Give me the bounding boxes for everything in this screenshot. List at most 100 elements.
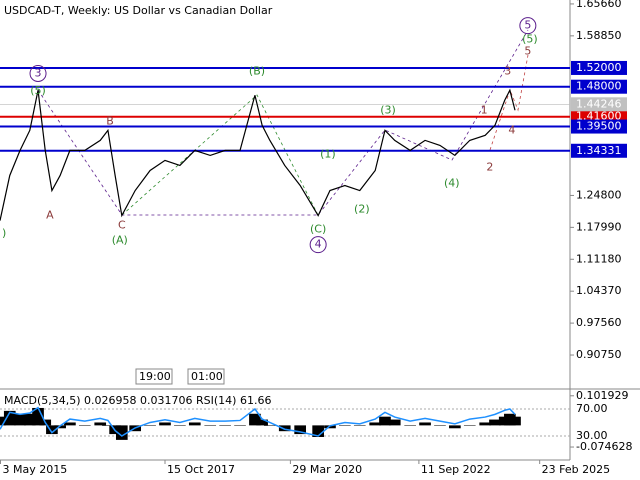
wave-label: 1 xyxy=(481,103,488,116)
macd-bar xyxy=(379,416,391,426)
wave-label: (3) xyxy=(380,103,396,116)
time-label: 01:00 xyxy=(191,370,223,383)
y-tick-label: 0.97560 xyxy=(576,316,622,329)
y-tick-label: 1.58850 xyxy=(576,29,622,42)
macd-bar xyxy=(144,425,156,426)
wave-label: ) xyxy=(2,227,6,240)
wave-label: (B) xyxy=(249,64,265,77)
wave-label: B xyxy=(106,114,114,127)
y-tick-label: -0.074628 xyxy=(576,440,632,453)
x-tick-label: 29 Mar 2020 xyxy=(292,463,362,476)
y-tick-label: 1.17990 xyxy=(576,220,622,233)
wave-circle xyxy=(29,64,47,82)
macd-bar xyxy=(174,425,186,426)
indicator-title: MACD(5,34,5) 0.026958 0.031706 RSI(14) 6… xyxy=(4,394,271,407)
wave-label: 3 xyxy=(504,64,511,77)
macd-bar xyxy=(64,422,76,426)
y2-tick-label: 70.00 xyxy=(576,402,608,415)
time-box xyxy=(187,368,225,385)
wave-line xyxy=(37,29,529,216)
macd-bar xyxy=(78,425,91,426)
macd-bar xyxy=(46,425,58,435)
wave-label: (5) xyxy=(30,84,46,97)
macd-bar xyxy=(94,422,107,426)
x-tick-label: 23 Feb 2025 xyxy=(542,463,610,476)
level-label: 1.52000 xyxy=(576,61,622,74)
wave-label: 3 xyxy=(35,66,42,79)
level-label: 1.34331 xyxy=(576,144,622,157)
macd-bar xyxy=(0,416,6,426)
wave-line xyxy=(121,94,319,216)
macd-bar xyxy=(353,425,366,426)
wave-circle xyxy=(309,236,327,254)
macd-bar xyxy=(14,413,26,426)
macd-bar xyxy=(463,425,476,426)
wave-label: (1) xyxy=(320,147,336,160)
level-label: 1.48000 xyxy=(576,80,622,93)
level-box xyxy=(571,119,627,134)
y-tick-label: 1.04370 xyxy=(576,284,622,297)
wave-label: 5 xyxy=(524,19,531,32)
wave-label: 4 xyxy=(508,124,515,137)
macd-bar xyxy=(219,425,231,426)
macd-bar xyxy=(339,425,351,426)
level-label: 1.41600 xyxy=(576,110,622,123)
x-tick-label: 3 May 2015 xyxy=(3,463,68,476)
macd-bar xyxy=(419,422,431,426)
y-tick-label: 1.65660 xyxy=(576,0,622,10)
macd-bar xyxy=(449,425,461,429)
level-box xyxy=(571,143,627,158)
wave-label: (C) xyxy=(310,223,326,236)
chart-title: USDCAD-T, Weekly: US Dollar vs Canadian … xyxy=(4,4,273,17)
macd-bar xyxy=(404,425,416,426)
macd-bar xyxy=(509,416,521,426)
macd-bar xyxy=(3,410,16,426)
x-tick-label: 11 Sep 2022 xyxy=(421,463,491,476)
macd-bar xyxy=(479,422,492,426)
x-tick-label: 15 Oct 2017 xyxy=(167,463,235,476)
price-line xyxy=(0,88,516,221)
macd-bar xyxy=(102,425,114,426)
macd-bar xyxy=(234,425,246,426)
macd-bar xyxy=(312,425,324,437)
macd-bar xyxy=(204,425,217,426)
wave-line xyxy=(489,54,529,151)
wave-label: (A) xyxy=(112,234,128,247)
macd-bar xyxy=(369,422,382,426)
macd-bar xyxy=(115,425,128,440)
level-label: 1.39500 xyxy=(576,120,622,133)
macd-bar xyxy=(249,413,261,426)
macd-bar xyxy=(256,419,268,426)
wave-label: C xyxy=(118,219,126,232)
level-box xyxy=(571,79,627,94)
wave-label: A xyxy=(46,209,54,222)
wave-label: (4) xyxy=(444,177,460,190)
current-price-box xyxy=(571,97,627,112)
y-tick-label: 0.101929 xyxy=(576,389,629,402)
wave-circle xyxy=(519,17,537,35)
time-label: 19:00 xyxy=(139,370,171,383)
time-box xyxy=(135,368,173,385)
level-box xyxy=(571,60,627,75)
wave-label: (2) xyxy=(354,203,370,216)
wave-label: 2 xyxy=(486,160,493,173)
rsi-line xyxy=(0,406,516,437)
macd-bar xyxy=(489,419,501,426)
wave-label: 5 xyxy=(524,44,531,57)
macd-bar xyxy=(388,419,401,426)
macd-bar xyxy=(434,425,446,426)
macd-bar xyxy=(264,425,276,426)
wave-label: 4 xyxy=(315,238,322,251)
macd-bar xyxy=(159,422,171,426)
macd-bar xyxy=(278,425,291,432)
wave-label: (5) xyxy=(522,32,538,45)
y2-tick-label: 30.00 xyxy=(576,429,608,442)
macd-bar xyxy=(188,422,201,426)
y-tick-label: 1.11180 xyxy=(576,252,622,265)
y-tick-label: 1.24800 xyxy=(576,188,622,201)
macd-bar xyxy=(32,407,44,426)
y-tick-label: 0.90750 xyxy=(576,348,622,361)
current-price-label: 1.44246 xyxy=(576,97,622,110)
